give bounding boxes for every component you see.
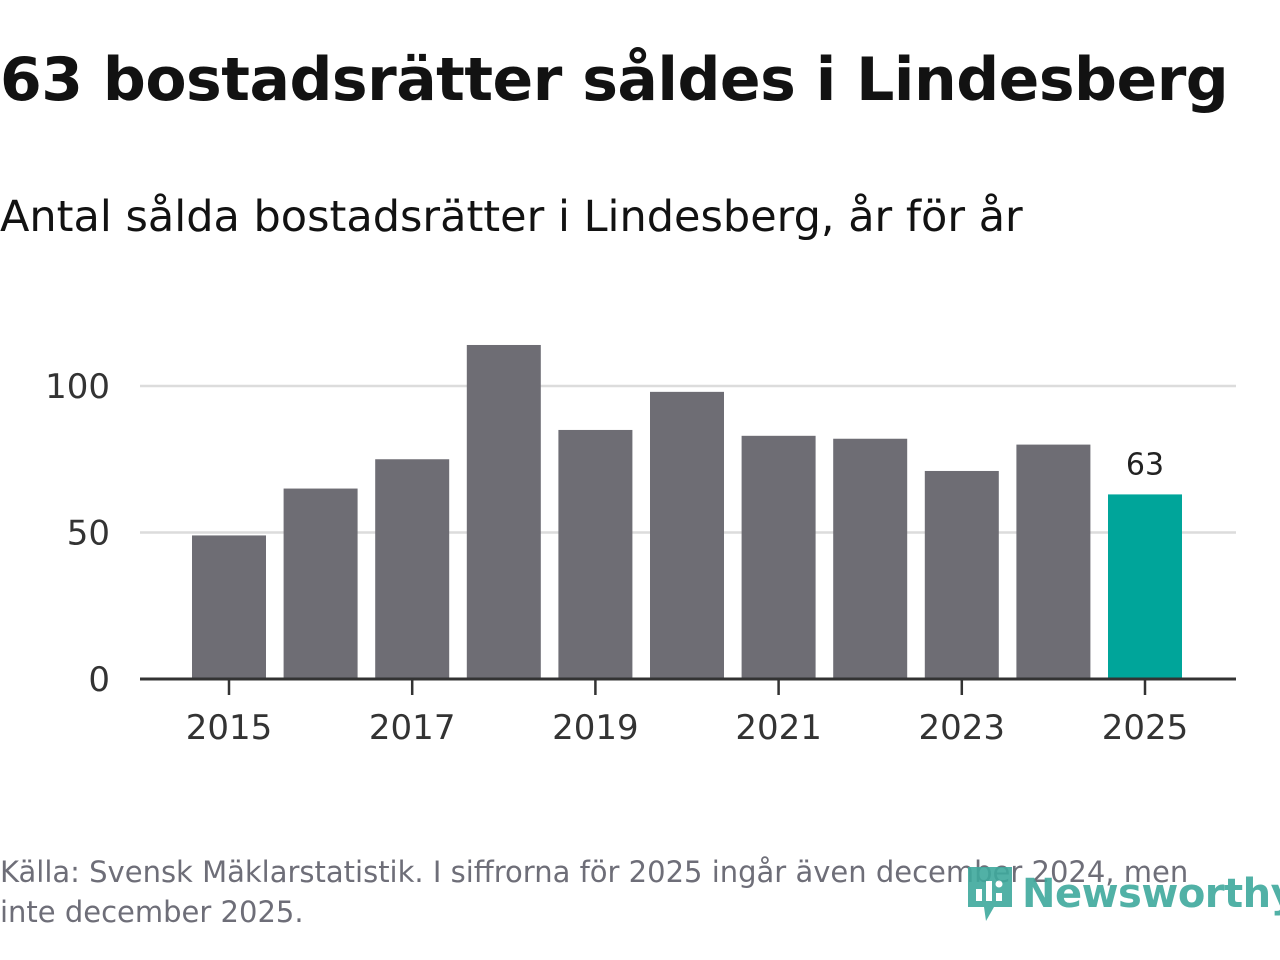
chart-title: 63 bostadsrätter såldes i Lindesberg: [0, 45, 1229, 115]
bar-2019: [558, 429, 633, 679]
x-tick-label: 2023: [919, 708, 1006, 748]
bar-2017: [375, 459, 450, 679]
x-tick-label: 2017: [369, 708, 456, 748]
bar-2018: [466, 344, 541, 679]
newsworthy-logo-icon: [968, 867, 1012, 921]
x-tick-label: 2015: [186, 708, 273, 748]
x-tick-label: 2021: [735, 708, 822, 748]
bars: [192, 344, 1182, 679]
chart-subtitle: Antal sålda bostadsrätter i Lindesberg, …: [0, 192, 1023, 242]
x-tick-label: 2025: [1102, 708, 1189, 748]
bar-2020: [650, 391, 724, 679]
labels: 0 50 100 2015 2017 2019 2021 2023 2025 63: [45, 367, 1188, 748]
y-tick-label: 50: [67, 514, 110, 554]
bar-2023: [924, 470, 999, 679]
bar-chart: 0 50 100 2015 2017 2019 2021 2023 2025 63: [45, 344, 1236, 748]
newsworthy-logo: Newsworthy: [964, 862, 1280, 926]
logo-text: Newsworthy: [1022, 871, 1280, 917]
bar-2021: [741, 435, 816, 679]
bar-2022: [833, 438, 908, 679]
bar-2024: [1016, 444, 1091, 679]
x-tick-label: 2019: [552, 708, 639, 748]
axes: [140, 677, 1236, 695]
bar-2025: [1108, 494, 1182, 679]
bar-2016: [283, 488, 358, 679]
y-tick-label: 100: [45, 367, 110, 407]
data-label: 63: [1126, 447, 1164, 482]
bar-2015: [192, 535, 266, 679]
y-tick-label: 0: [88, 660, 110, 700]
